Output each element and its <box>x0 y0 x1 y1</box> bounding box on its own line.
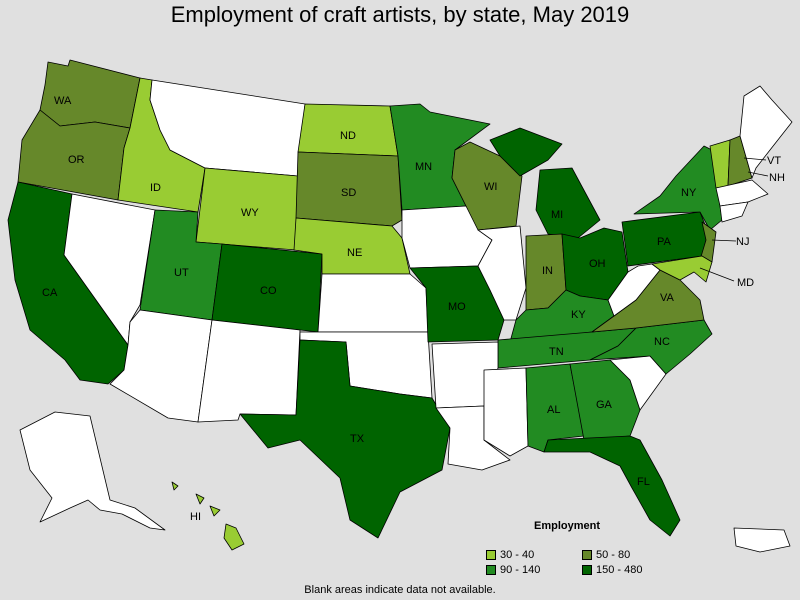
label-mn: MN <box>415 161 432 173</box>
label-sd: SD <box>341 187 356 199</box>
state-ct[interactable] <box>719 201 749 223</box>
legend-label: 150 - 480 <box>596 564 643 576</box>
state-ks[interactable] <box>317 273 429 333</box>
label-ny: NY <box>681 187 697 199</box>
legend-label: 50 - 80 <box>596 549 631 561</box>
legend-swatch <box>486 550 496 560</box>
leader-nj <box>711 239 737 242</box>
state-md[interactable] <box>651 255 713 283</box>
label-tx: TX <box>350 433 365 445</box>
label-co: CO <box>260 285 277 297</box>
label-nh: NH <box>769 172 785 184</box>
label-in: IN <box>542 265 553 277</box>
state-hi[interactable] <box>171 481 245 551</box>
state-wa[interactable] <box>39 59 141 129</box>
state-ma[interactable] <box>715 179 769 207</box>
label-oh: OH <box>589 258 606 270</box>
leader-nh <box>747 171 769 177</box>
state-fl[interactable] <box>543 435 681 537</box>
state-ms[interactable] <box>483 367 529 457</box>
label-fl: FL <box>637 476 650 488</box>
label-wy: WY <box>241 207 259 219</box>
map-title: Employment of craft artists, by state, M… <box>170 2 630 27</box>
state-il[interactable] <box>477 225 527 321</box>
state-me[interactable] <box>739 85 793 179</box>
label-pa: PA <box>657 236 672 248</box>
legend-swatch <box>486 565 496 575</box>
label-mo: MO <box>448 301 466 313</box>
state-ak[interactable] <box>19 411 166 531</box>
leader-md <box>699 267 735 282</box>
legend-title: Employment <box>534 520 601 532</box>
legend-item-30-40: 30 - 40 <box>486 549 582 561</box>
label-hi: HI <box>190 511 201 523</box>
label-or: OR <box>68 154 85 166</box>
label-tn: TN <box>549 346 564 358</box>
label-id: ID <box>150 182 161 194</box>
label-nd: ND <box>340 130 356 142</box>
state-wi[interactable] <box>451 141 523 231</box>
legend-label: 30 - 40 <box>500 549 535 561</box>
label-wi: WI <box>484 181 497 193</box>
label-md: MD <box>737 277 754 289</box>
label-nj: NJ <box>736 236 749 248</box>
label-al: AL <box>547 404 560 416</box>
legend-swatch <box>582 550 592 560</box>
label-vt: VT <box>767 155 781 167</box>
label-va: VA <box>660 292 675 304</box>
legend-label: 90 - 140 <box>500 564 541 576</box>
state-nm[interactable] <box>197 319 301 423</box>
label-nc: NC <box>654 336 670 348</box>
label-wa: WA <box>54 95 72 107</box>
label-ut: UT <box>174 267 189 279</box>
legend-item-150-480: 150 - 480 <box>582 564 662 576</box>
label-mi: MI <box>551 209 563 221</box>
legend-item-50-80: 50 - 80 <box>582 549 662 561</box>
legend: Employment 30 - 40 50 - 80 90 - 140 150 … <box>486 520 656 576</box>
footnote: Blank areas indicate data not available. <box>304 584 496 596</box>
state-sd[interactable] <box>295 151 403 227</box>
label-ne: NE <box>347 247 362 259</box>
legend-item-90-140: 90 - 140 <box>486 564 582 576</box>
territory-pr[interactable] <box>733 527 791 553</box>
state-nc[interactable] <box>589 319 713 375</box>
label-ca: CA <box>42 287 58 299</box>
state-tx[interactable] <box>239 339 451 539</box>
label-ga: GA <box>596 399 613 411</box>
legend-swatch <box>582 565 592 575</box>
label-ky: KY <box>571 309 586 321</box>
leader-vt <box>743 157 767 161</box>
